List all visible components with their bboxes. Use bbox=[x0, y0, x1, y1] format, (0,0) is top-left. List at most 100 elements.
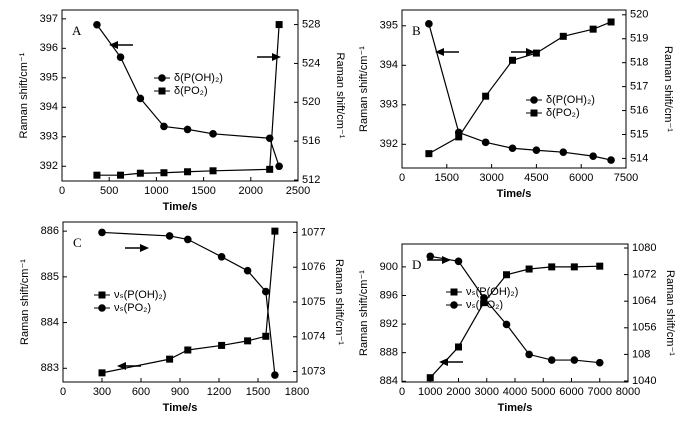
panel-label: B bbox=[412, 23, 421, 38]
point bbox=[184, 168, 192, 176]
point bbox=[184, 346, 192, 354]
y-tick-label: 896 bbox=[380, 289, 398, 301]
point bbox=[481, 138, 490, 147]
y-axis-label: Raman shift/cm⁻¹ bbox=[19, 259, 31, 345]
y-tick-label: 900 bbox=[380, 261, 398, 273]
point bbox=[480, 299, 488, 307]
point bbox=[136, 94, 145, 103]
series-line bbox=[429, 265, 600, 379]
point bbox=[455, 343, 462, 351]
x-tick-label: 2500 bbox=[286, 185, 310, 197]
legend-label: δ(P(OH)₂) bbox=[174, 72, 223, 84]
plot-frame bbox=[62, 221, 298, 383]
point bbox=[547, 356, 556, 364]
legend-marker bbox=[158, 87, 166, 95]
y2-tick-label: 512 bbox=[302, 174, 320, 186]
arrow-head bbox=[439, 358, 448, 366]
point bbox=[93, 171, 101, 179]
point bbox=[243, 266, 252, 275]
panel-label: C bbox=[73, 235, 82, 250]
arrow-head bbox=[272, 53, 281, 61]
point bbox=[548, 263, 556, 271]
y2-tick-label: 519 bbox=[630, 33, 648, 45]
x-tick-label: 1500 bbox=[191, 185, 215, 197]
point bbox=[425, 20, 433, 28]
y2-axis-label: Raman shift/cm⁻¹ bbox=[664, 270, 676, 356]
point bbox=[426, 252, 435, 261]
point bbox=[508, 144, 517, 153]
y2-tick-label: 1074 bbox=[301, 331, 325, 343]
arrow-head bbox=[435, 48, 444, 56]
legend-label: δ(P(OH)₂) bbox=[546, 94, 595, 106]
x-tick-label: 0 bbox=[399, 386, 405, 398]
y-axis-label: Raman shift/cm⁻¹ bbox=[358, 46, 370, 132]
point bbox=[271, 371, 279, 379]
point bbox=[183, 125, 192, 134]
x-tick-label: 7000 bbox=[588, 386, 612, 398]
y2-tick-label: 514 bbox=[630, 152, 648, 164]
y-axis-label: Raman shift/cm⁻¹ bbox=[358, 270, 370, 356]
y2-tick-label: 515 bbox=[630, 128, 648, 140]
point bbox=[275, 162, 283, 171]
x-tick-label: 6000 bbox=[559, 386, 583, 398]
y2-axis-label: Raman shift/cm⁻¹ bbox=[662, 46, 674, 132]
x-tick-label: 0 bbox=[59, 185, 65, 197]
y2-tick-label: 1075 bbox=[301, 296, 325, 308]
x-tick-label: 6000 bbox=[569, 172, 593, 184]
point bbox=[266, 165, 274, 173]
x-tick-label: 0 bbox=[399, 172, 405, 184]
y-tick-label: 892 bbox=[380, 318, 398, 330]
y-tick-label: 888 bbox=[380, 347, 398, 359]
y-tick-label: 396 bbox=[40, 42, 58, 54]
y2-tick-label: 1080 bbox=[632, 242, 656, 254]
x-tick-label: 500 bbox=[100, 185, 118, 197]
y2-tick-label: 1077 bbox=[301, 226, 325, 238]
point bbox=[209, 167, 217, 175]
series-line bbox=[96, 24, 280, 167]
panel-label: A bbox=[72, 23, 82, 38]
y2-tick-label: 1064 bbox=[632, 295, 656, 307]
y-tick-label: 394 bbox=[40, 101, 58, 113]
point bbox=[589, 25, 597, 33]
legend-marker bbox=[98, 304, 106, 312]
legend-marker bbox=[450, 301, 458, 309]
y-axis-label: Raman shift/cm⁻¹ bbox=[18, 52, 30, 138]
y-tick-label: 884 bbox=[41, 316, 59, 328]
y-tick-label: 886 bbox=[41, 225, 59, 237]
point bbox=[218, 341, 226, 349]
x-tick-label: 1000 bbox=[144, 185, 168, 197]
y2-tick-label: 520 bbox=[302, 96, 320, 108]
point bbox=[262, 287, 270, 296]
point bbox=[217, 252, 226, 261]
point bbox=[98, 228, 106, 237]
y-tick-label: 395 bbox=[40, 72, 58, 84]
panel-label: D bbox=[412, 257, 421, 272]
arrow-head bbox=[140, 244, 149, 252]
point bbox=[275, 21, 283, 29]
y2-tick-label: 1072 bbox=[632, 268, 656, 280]
point bbox=[165, 232, 174, 240]
y-tick-label: 393 bbox=[40, 131, 58, 143]
point bbox=[136, 169, 144, 177]
series-line bbox=[96, 24, 280, 176]
plot-frame bbox=[401, 243, 629, 383]
y2-tick-label: 1076 bbox=[301, 261, 325, 273]
y-tick-label: 397 bbox=[40, 13, 58, 25]
x-tick-label: 600 bbox=[132, 386, 150, 398]
point bbox=[480, 294, 488, 302]
y2-tick-label: 520 bbox=[630, 9, 648, 21]
legend-marker bbox=[98, 291, 106, 299]
arrow-head bbox=[442, 256, 451, 264]
point bbox=[482, 92, 490, 100]
point bbox=[426, 374, 434, 382]
point bbox=[455, 133, 463, 141]
point bbox=[262, 332, 270, 340]
point bbox=[160, 169, 168, 177]
legend-marker bbox=[158, 74, 166, 82]
y2-tick-label: 516 bbox=[630, 104, 648, 116]
legend-label: νₛ(P(OH)₂) bbox=[466, 286, 518, 298]
point bbox=[596, 262, 604, 270]
x-tick-label: 1000 bbox=[418, 386, 442, 398]
point bbox=[244, 337, 252, 345]
